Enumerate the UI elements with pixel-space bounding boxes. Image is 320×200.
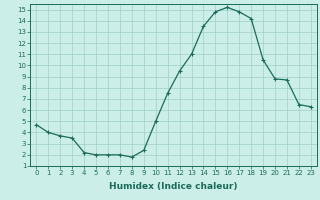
X-axis label: Humidex (Indice chaleur): Humidex (Indice chaleur) [109,182,238,191]
